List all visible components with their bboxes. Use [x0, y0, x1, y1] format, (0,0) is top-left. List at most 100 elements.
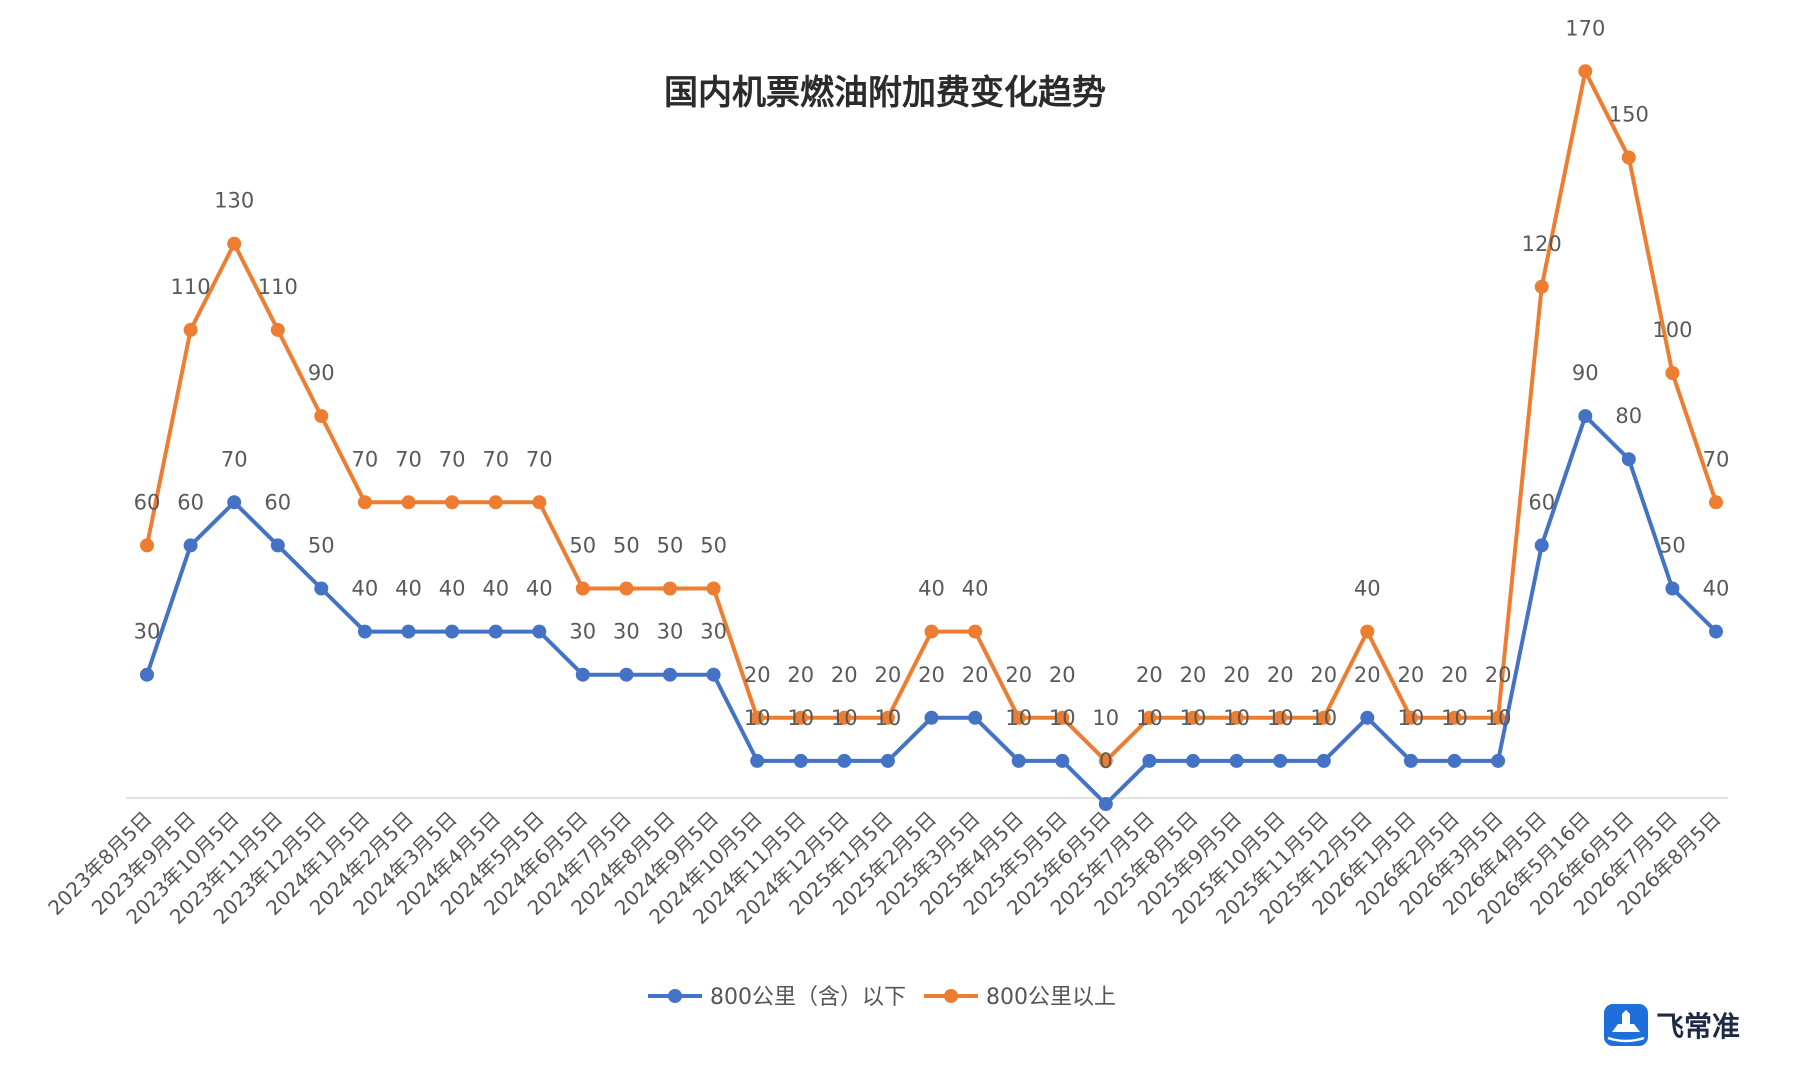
- data-point-over-800km[interactable]: [183, 322, 198, 337]
- legend-item-over-800km[interactable]: 800公里以上: [924, 985, 1116, 1010]
- airplane-logo-icon: [1604, 1004, 1648, 1046]
- data-point-over-800km[interactable]: [750, 710, 765, 725]
- data-point-under-800km[interactable]: [488, 624, 503, 639]
- data-point-under-800km[interactable]: [1447, 753, 1462, 768]
- data-point-under-800km[interactable]: [880, 753, 895, 768]
- data-point-under-800km[interactable]: [1273, 753, 1288, 768]
- data-label-under-800km: 10: [1180, 706, 1207, 730]
- data-label-under-800km: 40: [395, 577, 422, 601]
- data-point-under-800km[interactable]: [270, 538, 285, 553]
- data-point-under-800km[interactable]: [924, 710, 939, 725]
- data-label-over-800km: 170: [1565, 16, 1605, 40]
- data-label-over-800km: 20: [1310, 663, 1337, 687]
- data-point-under-800km[interactable]: [1229, 753, 1244, 768]
- data-label-under-800km: 50: [1659, 534, 1686, 558]
- data-point-under-800km[interactable]: [1709, 624, 1723, 639]
- data-point-over-800km[interactable]: [1229, 710, 1244, 725]
- data-point-over-800km[interactable]: [924, 624, 939, 639]
- data-point-over-800km[interactable]: [1273, 710, 1288, 725]
- data-point-over-800km[interactable]: [1491, 710, 1506, 725]
- data-point-over-800km[interactable]: [445, 495, 460, 510]
- legend: 800公里（含）以下 800公里以上: [648, 985, 1116, 1010]
- data-point-over-800km[interactable]: [1403, 710, 1418, 725]
- data-point-under-800km[interactable]: [1403, 753, 1418, 768]
- data-point-under-800km[interactable]: [1142, 753, 1157, 768]
- data-label-under-800km: 0: [1099, 749, 1112, 773]
- data-label-over-800km: 10: [1092, 706, 1119, 730]
- data-point-over-800km[interactable]: [1360, 624, 1375, 639]
- data-point-over-800km[interactable]: [619, 581, 634, 596]
- data-point-under-800km[interactable]: [1098, 797, 1113, 811]
- data-point-under-800km[interactable]: [575, 667, 590, 682]
- data-point-over-800km[interactable]: [793, 710, 808, 725]
- data-point-over-800km[interactable]: [401, 495, 416, 510]
- data-point-over-800km[interactable]: [1055, 710, 1070, 725]
- data-point-under-800km[interactable]: [750, 753, 765, 768]
- data-point-under-800km[interactable]: [663, 667, 677, 682]
- data-point-under-800km[interactable]: [314, 581, 329, 596]
- data-point-under-800km[interactable]: [793, 753, 808, 768]
- data-point-over-800km[interactable]: [706, 581, 721, 596]
- data-label-over-800km: 50: [657, 534, 684, 558]
- data-point-over-800km[interactable]: [1578, 64, 1593, 79]
- data-point-over-800km[interactable]: [1186, 710, 1200, 725]
- data-point-under-800km[interactable]: [1011, 753, 1026, 768]
- data-point-over-800km[interactable]: [1665, 366, 1680, 380]
- data-point-over-800km[interactable]: [968, 624, 983, 639]
- data-point-over-800km[interactable]: [488, 495, 503, 510]
- data-point-over-800km[interactable]: [880, 710, 895, 725]
- data-point-over-800km[interactable]: [270, 322, 285, 337]
- data-point-under-800km[interactable]: [1186, 753, 1200, 768]
- data-point-under-800km[interactable]: [1621, 452, 1636, 467]
- data-point-under-800km[interactable]: [1360, 710, 1375, 725]
- data-point-under-800km[interactable]: [445, 624, 460, 639]
- data-point-over-800km[interactable]: [1316, 710, 1331, 725]
- data-label-over-800km: 20: [744, 663, 771, 687]
- data-point-over-800km[interactable]: [227, 236, 242, 251]
- data-label-under-800km: 10: [1441, 706, 1468, 730]
- data-point-under-800km[interactable]: [1578, 409, 1593, 424]
- data-point-under-800km[interactable]: [1055, 753, 1070, 768]
- data-label-under-800km: 30: [569, 620, 596, 644]
- data-point-over-800km[interactable]: [1709, 495, 1723, 510]
- legend-label-over-800km: 800公里以上: [986, 985, 1116, 1010]
- data-label-under-800km: 30: [613, 620, 640, 644]
- data-label-under-800km: 40: [1703, 577, 1730, 601]
- data-point-under-800km[interactable]: [357, 624, 372, 639]
- data-label-over-800km: 20: [1223, 663, 1250, 687]
- data-point-under-800km[interactable]: [619, 667, 634, 682]
- data-point-over-800km[interactable]: [1011, 710, 1026, 725]
- data-point-under-800km[interactable]: [706, 667, 721, 682]
- data-point-over-800km[interactable]: [837, 710, 852, 725]
- data-point-over-800km[interactable]: [532, 495, 547, 510]
- data-point-under-800km[interactable]: [183, 538, 198, 553]
- data-point-over-800km[interactable]: [314, 409, 329, 424]
- data-point-under-800km[interactable]: [1491, 753, 1506, 768]
- data-label-over-800km: 50: [700, 534, 727, 558]
- data-point-under-800km[interactable]: [532, 624, 547, 639]
- data-point-under-800km[interactable]: [401, 624, 416, 639]
- data-point-over-800km[interactable]: [140, 538, 154, 553]
- data-point-over-800km[interactable]: [663, 581, 677, 596]
- data-label-under-800km: 40: [482, 577, 509, 601]
- data-point-under-800km[interactable]: [1534, 538, 1549, 553]
- data-label-over-800km: 50: [569, 534, 596, 558]
- data-label-under-800km: 10: [787, 706, 814, 730]
- data-point-under-800km[interactable]: [140, 667, 154, 682]
- chart-title: 国内机票燃油附加费变化趋势: [664, 73, 1106, 113]
- data-point-over-800km[interactable]: [1142, 710, 1157, 725]
- data-point-under-800km[interactable]: [227, 495, 242, 510]
- data-point-over-800km[interactable]: [575, 581, 590, 596]
- data-point-over-800km[interactable]: [1098, 753, 1113, 768]
- data-point-under-800km[interactable]: [1665, 581, 1680, 596]
- data-point-over-800km[interactable]: [1621, 150, 1636, 165]
- data-label-under-800km: 40: [352, 577, 379, 601]
- data-label-over-800km: 20: [1441, 663, 1468, 687]
- data-point-over-800km[interactable]: [357, 495, 372, 510]
- data-point-under-800km[interactable]: [968, 710, 983, 725]
- data-point-under-800km[interactable]: [1316, 753, 1331, 768]
- data-point-over-800km[interactable]: [1534, 279, 1549, 294]
- legend-item-under-800km[interactable]: 800公里（含）以下: [648, 985, 906, 1010]
- data-point-under-800km[interactable]: [837, 753, 852, 768]
- data-point-over-800km[interactable]: [1447, 710, 1462, 725]
